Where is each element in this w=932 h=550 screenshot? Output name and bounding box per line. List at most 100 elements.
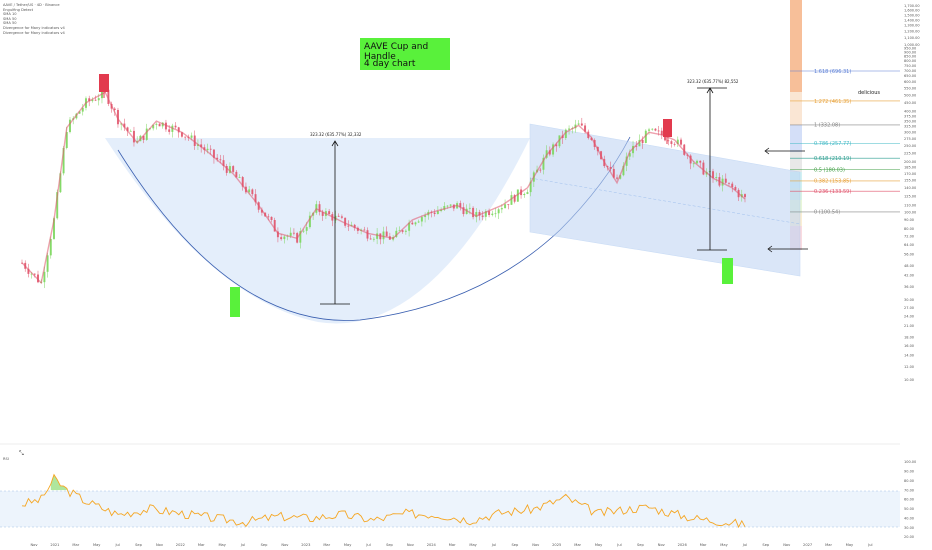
candle-body <box>632 145 635 154</box>
candle-body <box>683 144 686 155</box>
y-tick-label: 48.00 <box>904 264 914 268</box>
candle-body <box>564 129 567 138</box>
y-tick-label: 900.00 <box>904 51 916 55</box>
candle-body <box>283 236 286 240</box>
candle-body <box>177 127 180 133</box>
x-tick-label: 2025 <box>552 543 561 547</box>
y-tick-label: 225.00 <box>904 151 916 155</box>
candle-body <box>398 230 401 232</box>
signal-sell-1 <box>99 74 109 98</box>
signal-buy-1 <box>230 287 240 317</box>
candle-body <box>616 177 619 179</box>
candle-body <box>516 189 519 202</box>
candle-body <box>225 165 228 173</box>
y-tick-label: 400.00 <box>904 110 916 114</box>
fib-note: delicious <box>858 90 880 96</box>
candle-body <box>248 189 251 193</box>
candle-body <box>696 160 699 164</box>
candle-body <box>667 140 670 142</box>
candle-body <box>321 212 324 216</box>
rsi-tick-label: 70.00 <box>904 488 914 492</box>
candle-body <box>542 157 545 170</box>
rsi-tick-label: 100.00 <box>904 460 916 464</box>
x-tick-label: Mar <box>323 543 330 547</box>
x-tick-label: Nov <box>407 543 415 547</box>
y-tick-label: 1,100.00 <box>904 36 920 40</box>
candle-body <box>363 229 366 231</box>
x-tick-label: Sep <box>762 543 769 547</box>
fib-label: 0.786 (257.77) <box>814 141 851 147</box>
candle-body <box>408 222 411 231</box>
candle-body <box>280 237 283 240</box>
candle-body <box>43 271 46 283</box>
y-tick-label: 1,200.00 <box>904 30 920 34</box>
candle-body <box>552 144 555 155</box>
x-tick-label: 2026 <box>678 543 688 547</box>
candle-body <box>267 216 270 218</box>
measure-right-label: 323.32 (635.77%) 82,552 <box>687 79 739 84</box>
signal-buy-2 <box>722 258 733 284</box>
rsi-tick-label: 20.00 <box>904 535 914 539</box>
y-tick-label: 110.00 <box>904 204 916 208</box>
y-tick-label: 500.00 <box>904 93 916 97</box>
y-tick-label: 72.00 <box>904 234 914 238</box>
candle-body <box>337 215 340 217</box>
annotation-subtitle: 4 day chart <box>364 59 416 69</box>
x-tick-label: Nov <box>783 543 791 547</box>
candle-body <box>635 145 638 147</box>
candle-body <box>411 222 414 225</box>
y-tick-label: 350.00 <box>904 119 916 123</box>
candle-body <box>241 177 244 187</box>
x-tick-label: May <box>93 543 101 547</box>
y-tick-label: 155.00 <box>904 179 916 183</box>
signal-sell-2 <box>663 119 672 144</box>
candle-body <box>497 209 500 214</box>
x-tick-label: Sep <box>135 543 142 547</box>
candle-body <box>385 231 388 237</box>
candle-body <box>424 215 427 218</box>
y-tick-label: 30.00 <box>904 298 914 302</box>
candle-body <box>228 166 231 173</box>
y-tick-label: 80.00 <box>904 227 914 231</box>
candle-body <box>276 231 279 238</box>
candle-body <box>654 128 657 131</box>
fib-label: 0.236 (133.59) <box>814 189 851 195</box>
candle-body <box>180 132 183 137</box>
annotation-box: AAVE Cup and Handle 4 day chart <box>360 38 450 70</box>
x-tick-label: 2022 <box>176 543 185 547</box>
fib-zone-1 <box>790 152 802 172</box>
candle-body <box>401 230 404 232</box>
candle-body <box>155 123 158 125</box>
candle-body <box>648 129 651 131</box>
candle-body <box>510 195 513 205</box>
pane-collapse-icon[interactable]: ⤡ <box>19 450 24 457</box>
x-tick-label: May <box>720 543 728 547</box>
x-tick-label: Nov <box>281 543 289 547</box>
x-tick-label: Nov <box>658 543 666 547</box>
candle-body <box>638 139 641 147</box>
y-tick-label: 90.00 <box>904 218 914 222</box>
y-tick-label: 600.00 <box>904 80 916 84</box>
rsi-tick-label: 60.00 <box>904 498 914 502</box>
candle-body <box>443 206 446 210</box>
measure-left-label: 323.32 (635.77%) 32,332 <box>310 132 362 137</box>
y-tick-label: 250.00 <box>904 144 916 148</box>
price-series-line <box>21 91 746 285</box>
candle-body <box>232 166 235 172</box>
candle-body <box>724 178 727 183</box>
candle-body <box>744 194 746 198</box>
candle-body <box>670 141 673 144</box>
candle-body <box>113 108 116 110</box>
candle-body <box>270 216 273 221</box>
candle-body <box>62 147 65 174</box>
candle-body <box>123 123 126 128</box>
candle-body <box>142 135 145 140</box>
price-axis <box>900 0 932 550</box>
y-tick-label: 1,600.00 <box>904 9 920 13</box>
candle-body <box>446 205 449 207</box>
y-tick-label: 300.00 <box>904 131 916 135</box>
y-tick-label: 325.00 <box>904 125 916 129</box>
candle-body <box>395 230 398 237</box>
candle-body <box>619 175 622 179</box>
